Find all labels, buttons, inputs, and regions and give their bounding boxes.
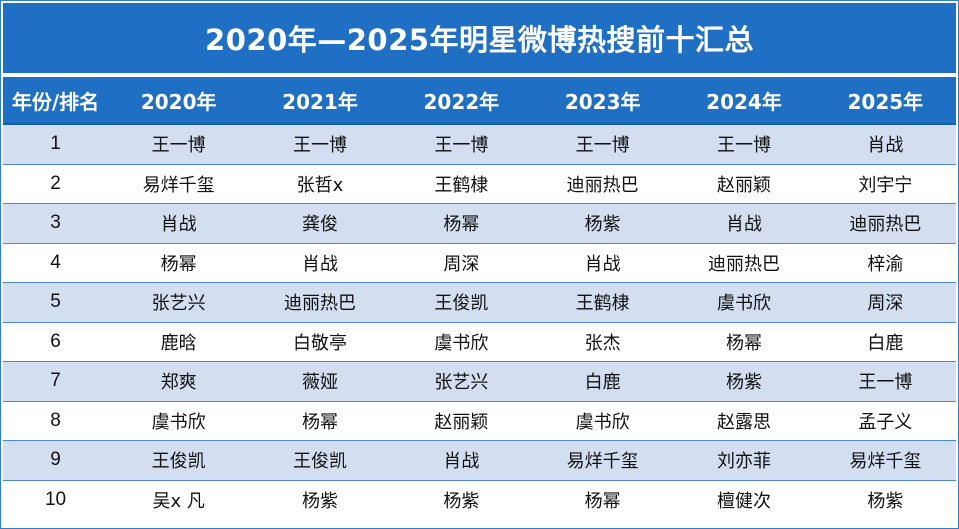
table-cell: 孟子义 — [814, 400, 956, 441]
table-cell: 檀健次 — [673, 479, 815, 519]
table-cell: 王俊凯 — [249, 440, 391, 480]
table-cell: 王一博 — [249, 123, 391, 164]
table-cell: 虞书欣 — [532, 400, 674, 441]
table-cell: 杨紫 — [814, 479, 956, 519]
rank-cell: 9 — [3, 440, 109, 480]
table-cell: 赵丽颖 — [390, 400, 532, 441]
table-cell: 周深 — [390, 242, 532, 283]
table-cell: 吴x 凡 — [108, 479, 250, 519]
rank-cell: 7 — [3, 361, 109, 401]
table-row: 4 杨幂 肖战 周深 肖战 迪丽热巴 梓渝 — [3, 242, 956, 283]
table-cell: 迪丽热巴 — [814, 203, 956, 243]
table-cell: 肖战 — [673, 203, 815, 243]
rank-cell: 2 — [3, 163, 109, 204]
rank-cell: 8 — [3, 400, 109, 441]
table-row: 9 王俊凯 王俊凯 肖战 易烊千玺 刘亦菲 易烊千玺 — [3, 440, 956, 480]
table-cell: 白鹿 — [814, 321, 956, 362]
table-cell: 虞书欣 — [108, 400, 250, 441]
table-cell: 周深 — [814, 282, 956, 322]
table-cell: 王俊凯 — [390, 282, 532, 322]
table-row: 8 虞书欣 杨幂 赵丽颖 虞书欣 赵露思 孟子义 — [3, 400, 956, 441]
table-cell: 刘亦菲 — [673, 440, 815, 480]
table-cell: 迪丽热巴 — [673, 242, 815, 283]
table-row: 7 郑爽 薇娅 张艺兴 白鹿 杨紫 王一博 — [3, 361, 956, 401]
header-cell-2022: 2022年 — [390, 77, 532, 124]
table-row: 5 张艺兴 迪丽热巴 王俊凯 王鹤棣 虞书欣 周深 — [3, 282, 956, 322]
ranking-table: 年份/排名 2020年 2021年 2022年 2023年 2024年 2025… — [3, 77, 956, 519]
table-cell: 王俊凯 — [108, 440, 250, 480]
table-cell: 肖战 — [249, 242, 391, 283]
table-cell: 迪丽热巴 — [532, 163, 674, 204]
table-cell: 肖战 — [532, 242, 674, 283]
table-cell: 鹿晗 — [108, 321, 250, 362]
table-row: 3 肖战 龚俊 杨幂 杨紫 肖战 迪丽热巴 — [3, 203, 956, 243]
table-cell: 郑爽 — [108, 361, 250, 401]
rank-cell: 10 — [3, 479, 109, 519]
table-cell: 王一博 — [673, 123, 815, 164]
table-cell: 张杰 — [532, 321, 674, 362]
table-cell: 王一博 — [532, 123, 674, 164]
table-cell: 杨幂 — [108, 242, 250, 283]
rank-cell: 3 — [3, 203, 109, 243]
table-cell: 肖战 — [390, 440, 532, 480]
header-cell-2021: 2021年 — [249, 77, 391, 124]
table-cell: 白敬亭 — [249, 321, 391, 362]
header-cell-2025: 2025年 — [814, 77, 956, 124]
rank-cell: 4 — [3, 242, 109, 283]
table-cell: 肖战 — [814, 123, 956, 164]
table-cell: 虞书欣 — [673, 282, 815, 322]
table-cell: 梓渝 — [814, 242, 956, 283]
table-cell: 易烊千玺 — [814, 440, 956, 480]
table-cell: 王一博 — [108, 123, 250, 164]
table-cell: 张艺兴 — [390, 361, 532, 401]
table-cell: 迪丽热巴 — [249, 282, 391, 322]
table-row: 1 王一博 王一博 王一博 王一博 王一博 肖战 — [3, 123, 956, 164]
table-row: 2 易烊千玺 张哲x 王鹤棣 迪丽热巴 赵丽颖 刘宇宁 — [3, 163, 956, 204]
table-row: 6 鹿晗 白敬亭 虞书欣 张杰 杨幂 白鹿 — [3, 321, 956, 362]
table-cell: 杨紫 — [532, 203, 674, 243]
table-cell: 张艺兴 — [108, 282, 250, 322]
table-cell: 赵丽颖 — [673, 163, 815, 204]
table-row: 10 吴x 凡 杨紫 杨紫 杨幂 檀健次 杨紫 — [3, 479, 956, 519]
page-title: 2020年—2025年明星微博热搜前十汇总 — [3, 3, 956, 73]
table-cell: 肖战 — [108, 203, 250, 243]
table-cell: 杨幂 — [673, 321, 815, 362]
table-cell: 龚俊 — [249, 203, 391, 243]
rank-cell: 5 — [3, 282, 109, 322]
table-cell: 杨幂 — [249, 400, 391, 441]
table-cell: 虞书欣 — [390, 321, 532, 362]
table-cell: 赵露思 — [673, 400, 815, 441]
table-cell: 杨紫 — [673, 361, 815, 401]
table-cell: 王鹤棣 — [390, 163, 532, 204]
header-cell-2023: 2023年 — [532, 77, 674, 124]
table-cell: 王一博 — [814, 361, 956, 401]
table-cell: 张哲x — [249, 163, 391, 204]
header-cell-2024: 2024年 — [673, 77, 815, 124]
table-cell: 杨幂 — [390, 203, 532, 243]
table-cell: 王鹤棣 — [532, 282, 674, 322]
header-cell-2020: 2020年 — [108, 77, 250, 124]
table-cell: 杨幂 — [532, 479, 674, 519]
table-cell: 王一博 — [390, 123, 532, 164]
table-cell: 易烊千玺 — [108, 163, 250, 204]
table-cell: 薇娅 — [249, 361, 391, 401]
header-row: 年份/排名 2020年 2021年 2022年 2023年 2024年 2025… — [3, 77, 956, 124]
header-cell-rank: 年份/排名 — [3, 77, 109, 124]
table-cell: 白鹿 — [532, 361, 674, 401]
rank-cell: 6 — [3, 321, 109, 362]
table-cell: 杨紫 — [390, 479, 532, 519]
table-cell: 易烊千玺 — [532, 440, 674, 480]
table-cell: 杨紫 — [249, 479, 391, 519]
rank-cell: 1 — [3, 123, 109, 164]
table-cell: 刘宇宁 — [814, 163, 956, 204]
